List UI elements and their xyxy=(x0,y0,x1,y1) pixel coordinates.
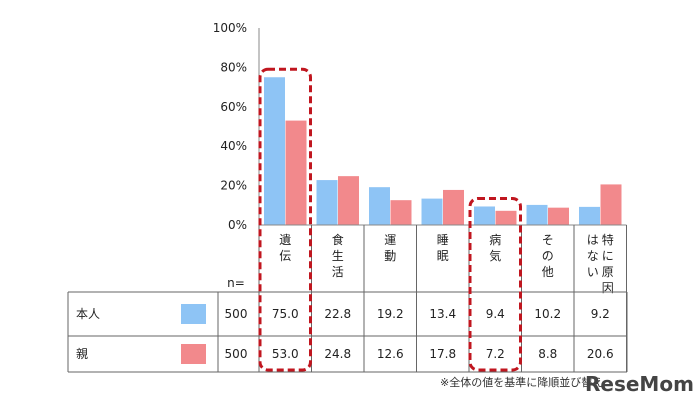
category-label-char: 病 xyxy=(489,232,501,247)
category-label-char: は xyxy=(587,233,599,247)
cell-value-0-4: 9.4 xyxy=(486,307,505,321)
bar-0-3 xyxy=(421,198,443,225)
cell-value-1-0: 53.0 xyxy=(272,347,299,361)
cell-value-0-1: 22.8 xyxy=(324,307,351,321)
cell-value-1-3: 17.8 xyxy=(429,347,456,361)
y-tick-label: 100% xyxy=(213,21,247,35)
cell-value-1-6: 20.6 xyxy=(587,347,614,361)
legend-swatch-0 xyxy=(181,304,206,324)
y-tick-label: 40% xyxy=(220,139,247,153)
y-tick-label: 20% xyxy=(220,179,247,193)
watermark-logo: ReseMom xyxy=(585,372,694,396)
bar-0-1 xyxy=(316,180,338,225)
category-label-char: 食 xyxy=(332,232,344,247)
cell-value-0-3: 13.4 xyxy=(429,307,456,321)
category-label-char: 運 xyxy=(384,233,396,247)
category-label-char: に xyxy=(602,249,614,263)
category-label-char: 特 xyxy=(602,232,614,247)
category-label-char: 気 xyxy=(489,248,501,263)
resemom-logo: ReseMom xyxy=(585,372,694,396)
bar-1-0 xyxy=(285,120,307,225)
bar-1-5 xyxy=(548,207,569,225)
cell-value-1-1: 24.8 xyxy=(324,347,351,361)
category-label-char: 生 xyxy=(332,249,344,263)
cell-value-0-6: 9.2 xyxy=(591,307,610,321)
cell-value-0-0: 75.0 xyxy=(272,307,299,321)
category-label-char: な xyxy=(587,249,599,263)
category-label-char: 睡 xyxy=(437,233,449,247)
legend-swatch-1 xyxy=(181,344,206,364)
highlight-frame-0 xyxy=(258,67,312,372)
category-label-char: 活 xyxy=(332,265,344,279)
row-label-0: 本人 xyxy=(76,307,100,321)
row-n-0: 500 xyxy=(225,307,248,321)
bar-0-4 xyxy=(474,206,495,225)
bar-0-5 xyxy=(526,204,548,225)
bar-0-0 xyxy=(264,77,285,225)
highlight-frames xyxy=(258,67,522,372)
category-label-char: 因 xyxy=(602,281,614,295)
bar-1-2 xyxy=(390,200,412,225)
cell-value-1-4: 7.2 xyxy=(486,347,505,361)
cell-value-1-2: 12.6 xyxy=(377,347,404,361)
bar-1-6 xyxy=(600,184,622,225)
bar-0-2 xyxy=(369,187,390,225)
bar-0-6 xyxy=(579,206,600,225)
cell-value-1-5: 8.8 xyxy=(538,347,557,361)
y-tick-label: 60% xyxy=(220,100,247,114)
bar-1-1 xyxy=(338,176,359,225)
row-label-1: 親 xyxy=(76,347,88,361)
category-label-char: の xyxy=(542,249,554,263)
y-tick-label: 0% xyxy=(228,218,247,232)
y-tick-label: 80% xyxy=(220,60,247,74)
category-label-char: 他 xyxy=(542,265,554,279)
bar-1-3 xyxy=(443,189,464,225)
bar-1-4 xyxy=(495,210,517,225)
category-label-char: 動 xyxy=(384,249,396,263)
highlight-frame-4 xyxy=(468,196,522,372)
category-label-char: 原 xyxy=(602,265,614,279)
cell-value-0-2: 19.2 xyxy=(377,307,404,321)
cell-value-0-5: 10.2 xyxy=(534,307,561,321)
category-label-char: 眠 xyxy=(437,249,449,263)
data-table: n= 本人 500 75.0 22.8 19.2 13.4 9.4 10.2 9.2 親 500 53.… xyxy=(67,225,628,373)
n-label: n= xyxy=(227,276,245,290)
row-n-1: 500 xyxy=(225,347,248,361)
bars-layer xyxy=(259,77,627,226)
category-label-char: 遺 xyxy=(279,232,291,247)
category-label-char: 伝 xyxy=(279,249,291,263)
y-axis: 0% 20% 40% 60% 80% 100% xyxy=(213,21,260,232)
category-label-char: い xyxy=(587,265,599,279)
footnote: ※全体の値を基準に降順並び替え xyxy=(440,375,603,389)
category-label-char: そ xyxy=(542,233,554,247)
